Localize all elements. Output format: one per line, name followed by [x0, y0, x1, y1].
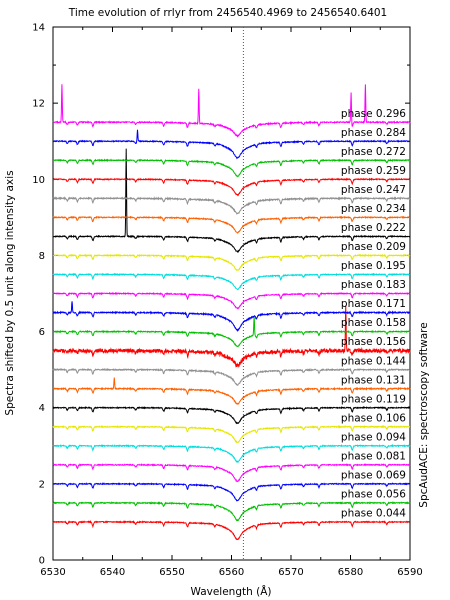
- spectrum-line: [52, 501, 411, 522]
- series-label: phase 0.069: [341, 469, 406, 481]
- series-label: phase 0.131: [341, 374, 406, 386]
- y-tick-label: 2: [39, 479, 45, 490]
- software-credit: SpcAudACE: spectroscopy software: [418, 322, 430, 507]
- series-label: phase 0.259: [341, 165, 406, 177]
- series-label: phase 0.056: [341, 489, 406, 501]
- y-tick-label: 0: [39, 556, 45, 567]
- spectrum-line: [52, 215, 411, 234]
- spectrum-line: [52, 177, 411, 197]
- spectrum-line: [52, 305, 411, 368]
- series-label: phase 0.106: [341, 412, 406, 424]
- spectrum-line: [52, 443, 411, 464]
- spectrum-line: [52, 315, 411, 348]
- spectrum-line: [52, 377, 411, 406]
- x-tick-label: 6580: [338, 567, 363, 578]
- x-tick-label: 6560: [219, 567, 244, 578]
- series-label: phase 0.234: [341, 203, 406, 215]
- series-label: phase 0.044: [341, 508, 406, 520]
- x-tick-label: 6570: [278, 567, 303, 578]
- spectra-series: [52, 84, 411, 541]
- series-label: phase 0.158: [341, 317, 406, 329]
- x-axis-label: Wavelength (Å): [190, 585, 271, 598]
- spectrum-line: [52, 424, 411, 444]
- x-tick-label: 6590: [397, 567, 422, 578]
- phase-labels: phase 0.044 phase 0.056 phase 0.069 phase 0…: [341, 108, 406, 520]
- x-axis-ticks: 6530 6540 6550 6560 6570 6580 6590: [40, 27, 423, 578]
- series-label: phase 0.272: [341, 146, 406, 158]
- series-label: phase 0.081: [341, 450, 406, 462]
- x-tick-label: 6530: [40, 567, 65, 578]
- series-label: phase 0.156: [341, 336, 406, 348]
- series-label: phase 0.296: [341, 108, 406, 120]
- spectrum-line: [52, 291, 411, 310]
- spectrum-line: [52, 129, 411, 160]
- y-axis-label: Spectra shifted by 0.5 unit along intens…: [4, 170, 16, 415]
- spectrum-line: [52, 482, 411, 502]
- x-tick-label: 6550: [159, 567, 184, 578]
- spectrum-line: [52, 367, 411, 386]
- y-tick-label: 6: [39, 327, 45, 338]
- series-label: phase 0.247: [341, 184, 406, 196]
- series-label: phase 0.144: [341, 355, 406, 367]
- spectrum-line: [52, 253, 411, 272]
- y-tick-label: 10: [32, 175, 45, 186]
- series-label: phase 0.284: [341, 127, 406, 139]
- series-label: phase 0.171: [341, 298, 406, 310]
- y-tick-label: 12: [32, 99, 45, 110]
- spectrum-line: [52, 196, 411, 216]
- spectrum-line: [52, 520, 411, 541]
- series-label: phase 0.209: [341, 241, 406, 253]
- series-label: phase 0.195: [341, 260, 406, 272]
- spectrum-line: [52, 463, 411, 483]
- series-label: phase 0.094: [341, 431, 406, 443]
- x-tick-label: 6540: [100, 567, 125, 578]
- spectrum-line: [52, 272, 411, 291]
- spectrum-line: [52, 84, 411, 138]
- chart-title: Time evolution of rrlyr from 2456540.496…: [68, 7, 387, 19]
- series-label: phase 0.119: [341, 393, 406, 405]
- spectrum-line: [52, 405, 411, 425]
- series-label: phase 0.222: [341, 222, 406, 234]
- spectrum-line: [52, 158, 411, 178]
- y-tick-label: 8: [39, 251, 45, 262]
- y-tick-label: 4: [39, 403, 45, 414]
- y-tick-label: 14: [32, 23, 45, 34]
- series-label: phase 0.183: [341, 279, 406, 291]
- spectrum-line: [52, 301, 411, 333]
- spectrum-line: [52, 148, 411, 254]
